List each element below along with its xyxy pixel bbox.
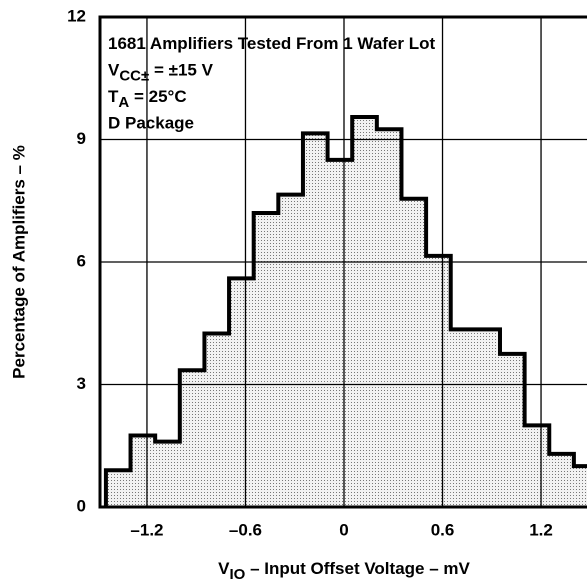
bar: [450, 329, 476, 507]
annotation: D Package: [108, 114, 194, 133]
x-axis-label-part: – Input Offset Voltage – mV: [245, 559, 470, 578]
x-tick-label: –1.2: [130, 520, 163, 539]
bar: [302, 133, 328, 507]
annotation-part: CC±: [119, 67, 149, 84]
histogram-outline: [103, 115, 587, 507]
annotation-part: V: [108, 61, 120, 80]
bar: [352, 117, 377, 507]
bar: [573, 466, 587, 507]
bar: [130, 435, 156, 507]
bar: [549, 453, 574, 507]
annotation-part: = ±15 V: [149, 61, 213, 80]
y-tick-label: 6: [77, 251, 86, 270]
annotation: 1681 Amplifiers Tested From 1 Wafer Lot: [108, 34, 436, 53]
y-tick-label: 3: [77, 374, 86, 393]
plot-frame: [98, 15, 587, 509]
y-axis-label: Percentage of Amplifiers – %: [9, 145, 28, 379]
bar: [524, 425, 550, 507]
plot: [100, 17, 587, 507]
x-tick-label: 1.2: [529, 520, 553, 539]
annotation-part: A: [118, 94, 129, 111]
bar: [253, 213, 279, 507]
annotation-part: T: [108, 87, 119, 106]
bar: [179, 370, 205, 507]
bar: [155, 441, 180, 507]
x-tick-label: 0: [339, 520, 348, 539]
y-tick-label: 0: [77, 496, 86, 515]
bar: [475, 329, 500, 507]
x-axis-label-part: IO: [230, 566, 246, 583]
bar: [105, 470, 131, 507]
y-tick-label: 9: [77, 129, 86, 148]
x-axis-label: VIO – Input Offset Voltage – mV: [218, 559, 470, 582]
y-tick-label: 12: [67, 6, 86, 25]
annotation-part: 1681 Amplifiers Tested From 1 Wafer Lot: [108, 34, 436, 53]
bar: [426, 255, 451, 507]
x-axis-label-part: V: [218, 559, 230, 578]
annotation: VCC± = ±15 V: [108, 61, 214, 84]
annotation-part: = 25°C: [129, 87, 186, 106]
bar: [229, 278, 254, 507]
bar: [204, 333, 230, 507]
x-tick-label: 0.6: [431, 520, 455, 539]
x-tick-label: –0.6: [229, 520, 262, 539]
bar: [499, 353, 525, 507]
bar: [376, 129, 402, 507]
annotation-part: D Package: [108, 114, 194, 133]
bar: [401, 198, 427, 507]
bar: [327, 159, 353, 507]
annotation: TA = 25°C: [108, 87, 187, 110]
bar: [278, 194, 303, 507]
